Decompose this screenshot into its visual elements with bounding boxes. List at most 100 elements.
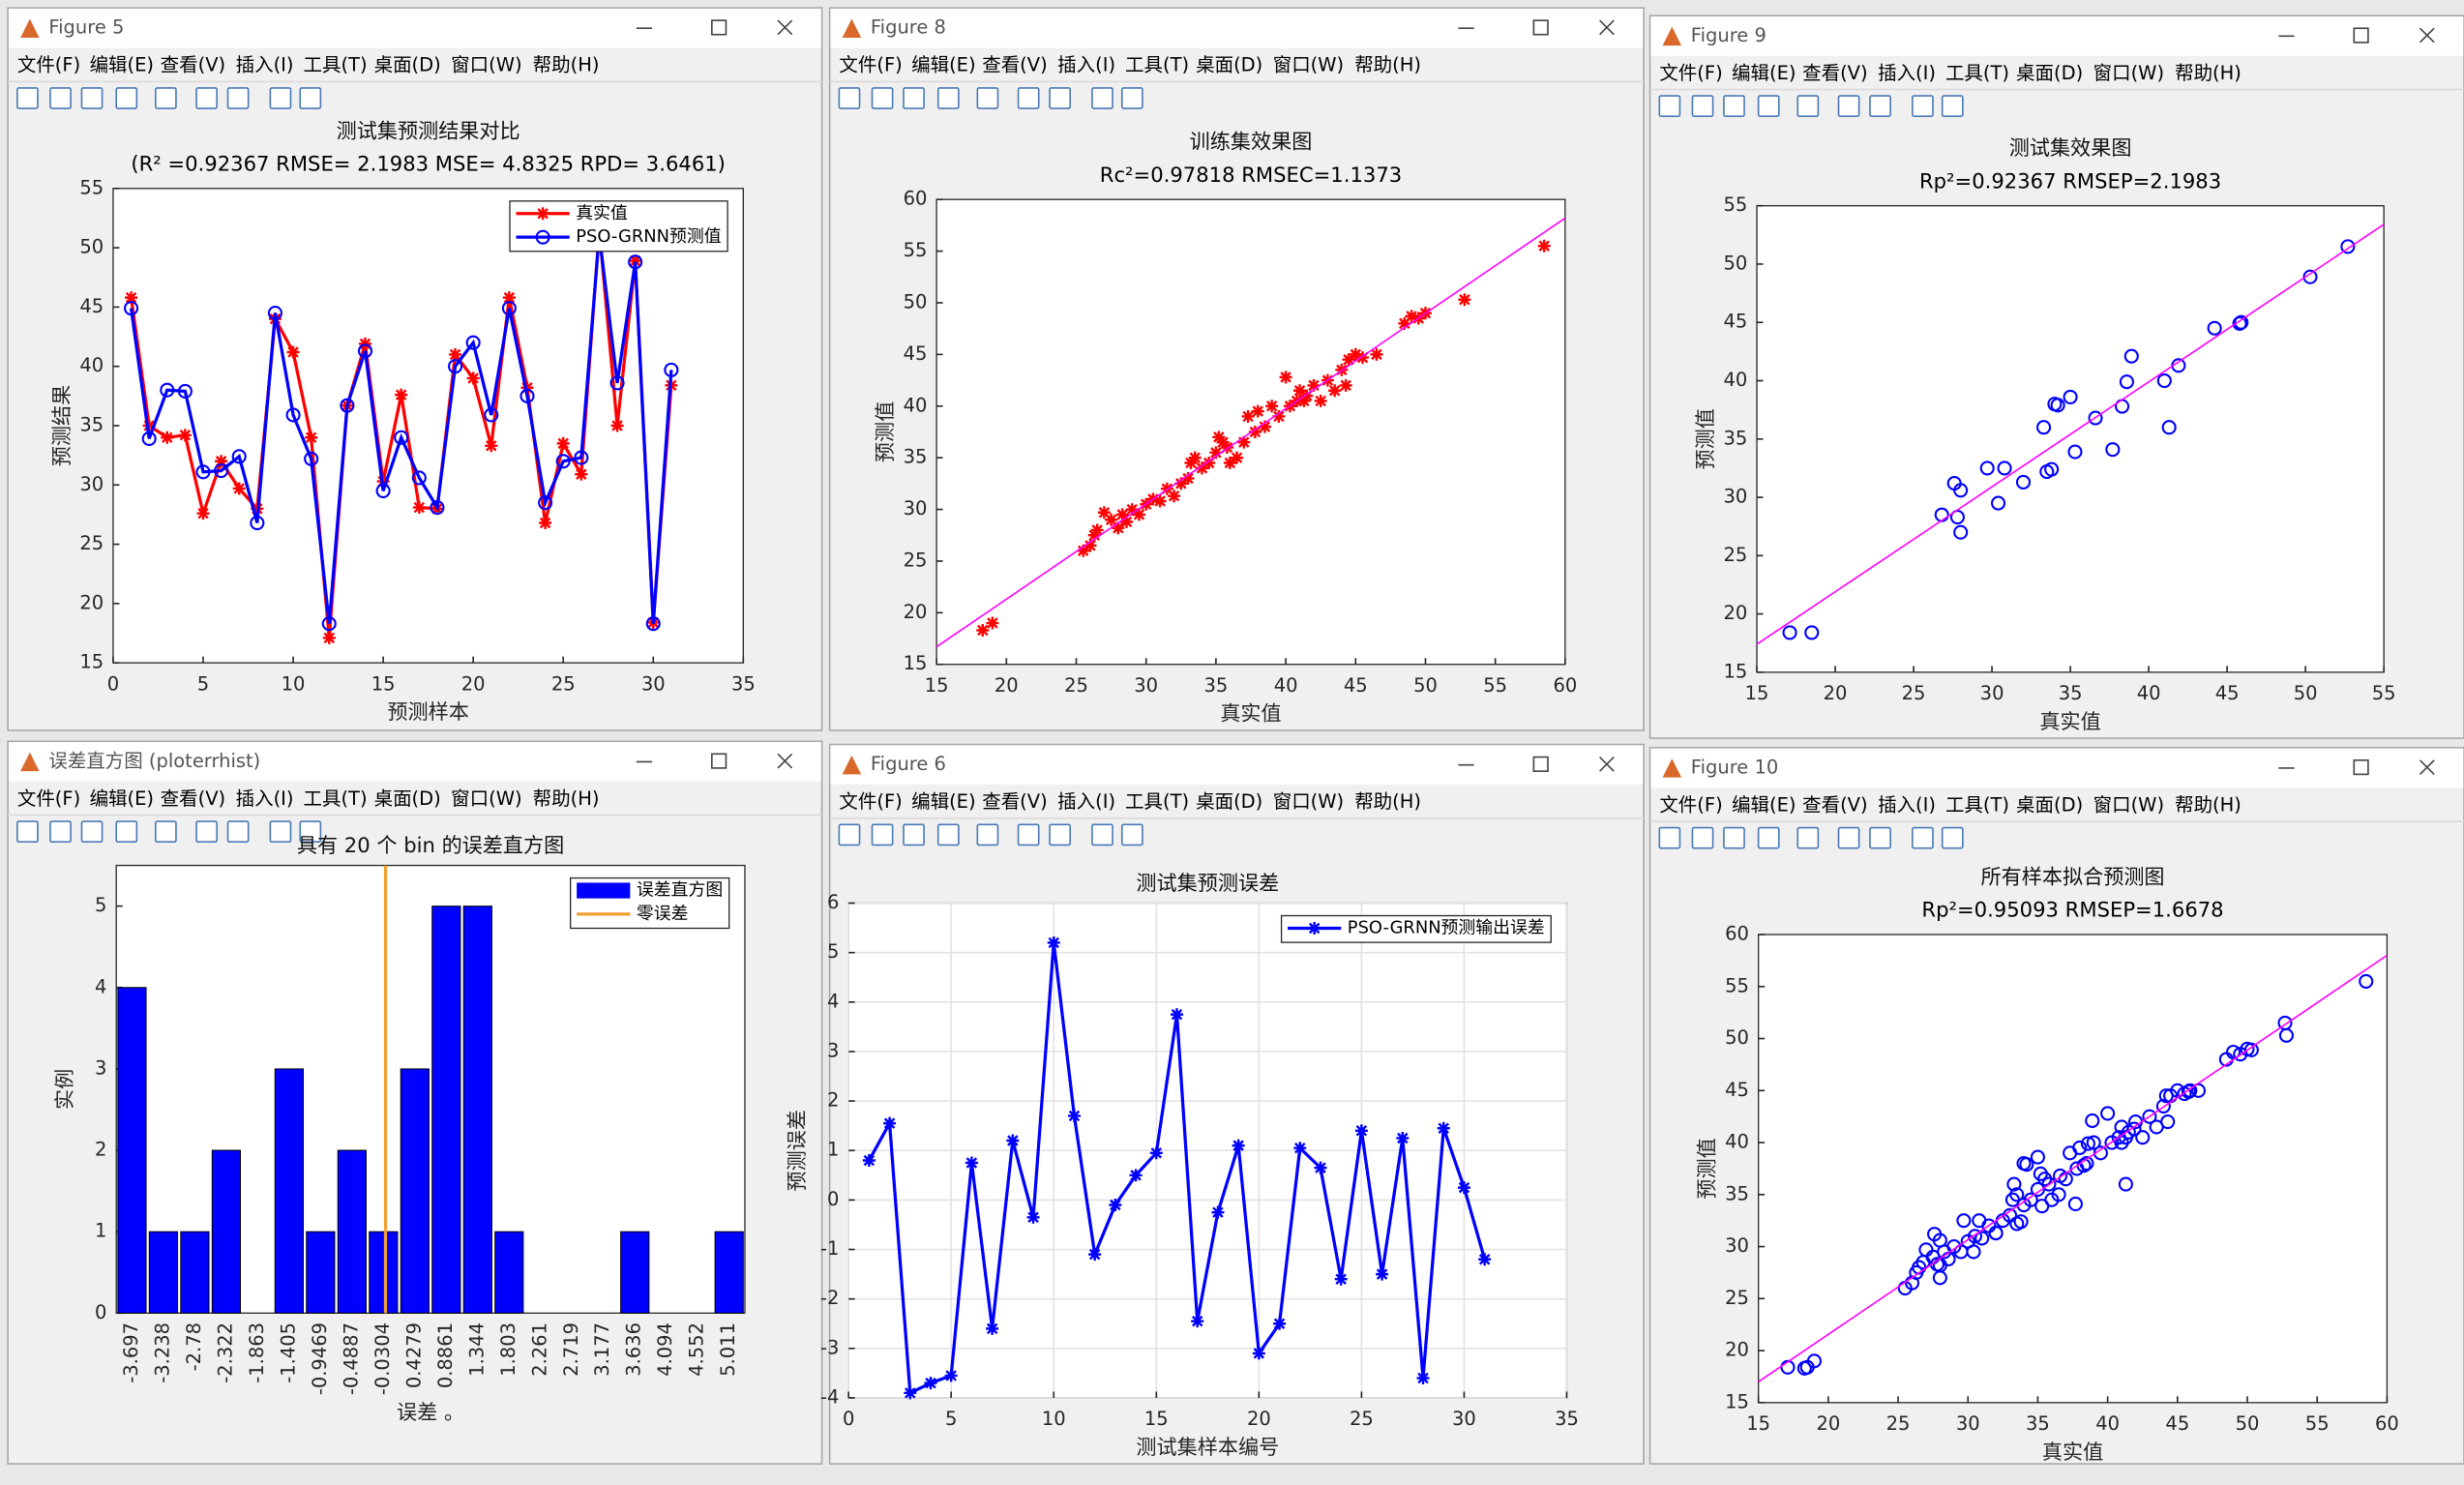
maximize-button[interactable] [2353, 758, 2369, 776]
menu-item[interactable]: 窗口(W) [2093, 793, 2164, 816]
menu-item[interactable]: 插入(I) [1878, 62, 1936, 84]
toolbar-button[interactable] [269, 820, 292, 844]
close-button[interactable] [1599, 19, 1615, 36]
menu-item[interactable]: 插入(I) [236, 787, 294, 810]
toolbar-button[interactable] [16, 87, 39, 109]
menu-item[interactable]: 工具(T) [1945, 62, 2009, 84]
menu-item[interactable]: 编辑(E) [90, 787, 154, 810]
toolbar-button[interactable] [1757, 826, 1780, 849]
menu-item[interactable]: 文件(F) [839, 790, 902, 813]
toolbar-button[interactable] [299, 87, 322, 109]
toolbar-button[interactable] [1869, 826, 1891, 849]
toolbar-button[interactable] [1796, 826, 1820, 849]
close-button[interactable] [777, 753, 793, 769]
menu-item[interactable]: 桌面(D) [1196, 54, 1262, 76]
menu-item[interactable]: 工具(T) [304, 787, 368, 810]
toolbar-button[interactable] [976, 823, 999, 846]
maximize-button[interactable] [711, 19, 727, 36]
toolbar-button[interactable] [226, 87, 250, 109]
menu-item[interactable]: 帮助(H) [2175, 62, 2241, 84]
menu-item[interactable]: 工具(T) [304, 54, 368, 76]
toolbar-button[interactable] [154, 87, 177, 109]
menu-item[interactable]: 编辑(E) [90, 54, 154, 76]
toolbar-button[interactable] [49, 87, 72, 109]
close-button[interactable] [1599, 756, 1615, 772]
toolbar-button[interactable] [1017, 823, 1040, 846]
toolbar-button[interactable] [1941, 95, 1964, 117]
toolbar-button[interactable] [154, 820, 177, 844]
toolbar-button[interactable] [1017, 87, 1040, 109]
menu-item[interactable]: 帮助(H) [1354, 790, 1421, 813]
menu-item[interactable]: 帮助(H) [533, 54, 600, 76]
toolbar-button[interactable] [195, 87, 218, 109]
toolbar-button[interactable] [226, 820, 250, 844]
menu-item[interactable]: 工具(T) [1125, 790, 1189, 813]
toolbar-button[interactable] [871, 823, 894, 846]
menu-item[interactable]: 文件(F) [839, 54, 902, 76]
toolbar-button[interactable] [903, 87, 925, 109]
toolbar-button[interactable] [1941, 826, 1964, 849]
menu-item[interactable]: 桌面(D) [2016, 793, 2083, 816]
toolbar-button[interactable] [80, 87, 104, 109]
close-button[interactable] [2419, 759, 2435, 775]
menu-item[interactable]: 查看(V) [1802, 793, 1867, 816]
menu-item[interactable]: 查看(V) [1802, 62, 1867, 84]
toolbar-button[interactable] [299, 820, 322, 844]
toolbar-button[interactable] [49, 820, 72, 844]
toolbar-button[interactable] [838, 87, 861, 109]
menu-item[interactable]: 帮助(H) [533, 787, 600, 810]
menu-item[interactable]: 工具(T) [1125, 54, 1189, 76]
close-button[interactable] [777, 19, 793, 36]
toolbar-button[interactable] [903, 823, 925, 846]
toolbar-button[interactable] [1691, 826, 1714, 849]
menu-item[interactable]: 插入(I) [1878, 793, 1936, 816]
toolbar-button[interactable] [1757, 95, 1780, 117]
menu-item[interactable]: 窗口(W) [2093, 62, 2164, 84]
toolbar-button[interactable] [1837, 95, 1860, 117]
toolbar-button[interactable] [1723, 826, 1745, 849]
menu-item[interactable]: 编辑(E) [1732, 62, 1796, 84]
toolbar-button[interactable] [1658, 95, 1681, 117]
menu-item[interactable]: 帮助(H) [2175, 793, 2241, 816]
menu-item[interactable]: 查看(V) [161, 787, 225, 810]
toolbar-button[interactable] [1723, 95, 1745, 117]
menu-item[interactable]: 桌面(D) [374, 54, 441, 76]
menu-item[interactable]: 窗口(W) [451, 54, 521, 76]
toolbar-button[interactable] [115, 820, 138, 844]
maximize-button[interactable] [1532, 19, 1549, 36]
menu-item[interactable]: 桌面(D) [374, 787, 441, 810]
toolbar-button[interactable] [269, 87, 292, 109]
menu-item[interactable]: 编辑(E) [911, 54, 975, 76]
menu-item[interactable]: 窗口(W) [451, 787, 521, 810]
menu-item[interactable]: 插入(I) [1057, 790, 1115, 813]
close-button[interactable] [2419, 27, 2435, 44]
toolbar-button[interactable] [1658, 826, 1681, 849]
toolbar-button[interactable] [976, 87, 999, 109]
menu-item[interactable]: 文件(F) [1659, 793, 1722, 816]
menu-item[interactable]: 插入(I) [236, 54, 294, 76]
toolbar-button[interactable] [1120, 87, 1143, 109]
toolbar-button[interactable] [80, 820, 104, 844]
maximize-button[interactable] [2353, 27, 2369, 44]
toolbar-button[interactable] [16, 820, 39, 844]
menu-item[interactable]: 窗口(W) [1273, 54, 1344, 76]
menu-item[interactable]: 文件(F) [1659, 62, 1722, 84]
toolbar-button[interactable] [1049, 87, 1072, 109]
menu-item[interactable]: 插入(I) [1057, 54, 1115, 76]
menu-item[interactable]: 帮助(H) [1354, 54, 1421, 76]
menu-item[interactable]: 查看(V) [982, 54, 1047, 76]
menu-item[interactable]: 桌面(D) [2016, 62, 2083, 84]
toolbar-button[interactable] [195, 820, 218, 844]
toolbar-button[interactable] [1837, 826, 1860, 849]
menu-item[interactable]: 窗口(W) [1273, 790, 1344, 813]
menu-item[interactable]: 文件(F) [17, 54, 80, 76]
toolbar-button[interactable] [1796, 95, 1820, 117]
toolbar-button[interactable] [936, 87, 960, 109]
menu-item[interactable]: 查看(V) [982, 790, 1047, 813]
toolbar-button[interactable] [871, 87, 894, 109]
toolbar-button[interactable] [1091, 823, 1113, 846]
toolbar-button[interactable] [936, 823, 960, 846]
toolbar-button[interactable] [1869, 95, 1891, 117]
toolbar-button[interactable] [1120, 823, 1143, 846]
menu-item[interactable]: 编辑(E) [911, 790, 975, 813]
